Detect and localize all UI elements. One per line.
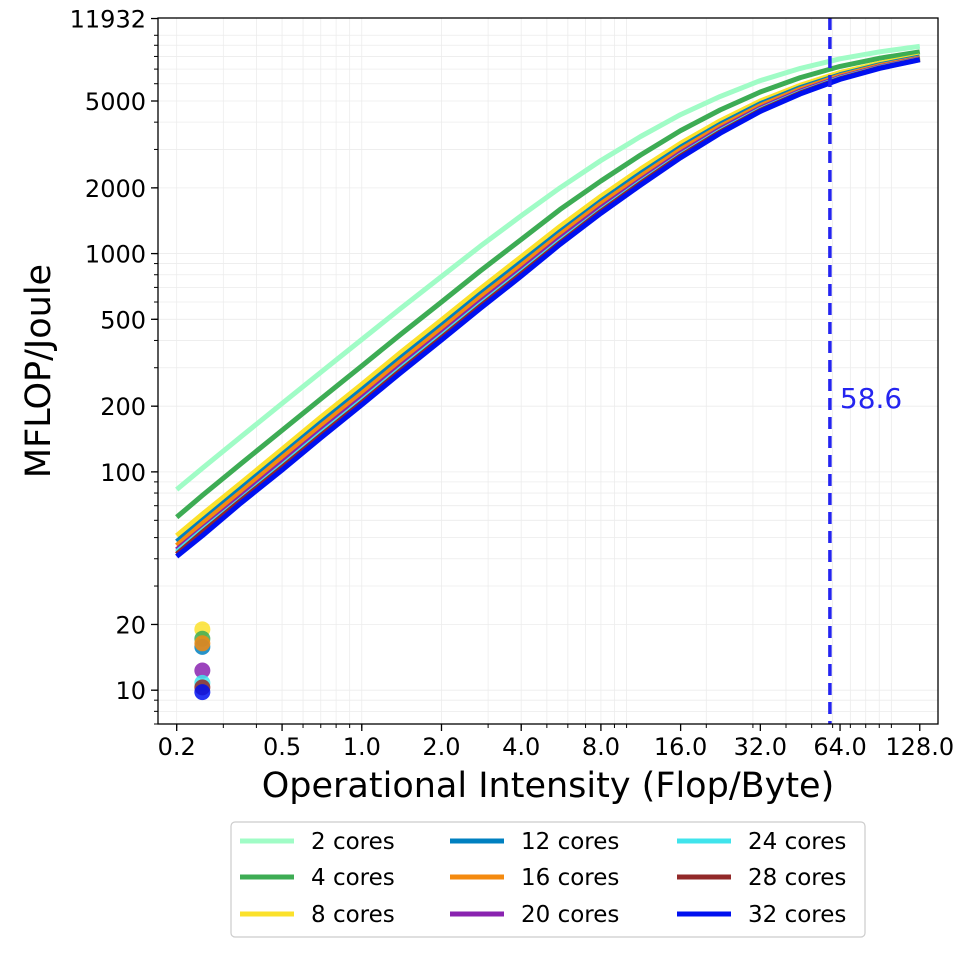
legend-label-2: 4 cores — [311, 865, 395, 891]
y-tick-label: 200 — [100, 393, 146, 421]
legend-label-6: 20 cores — [521, 902, 619, 928]
legend-box — [230, 821, 866, 938]
y-tick-label: 5000 — [85, 88, 146, 116]
x-tick-label: 64.0 — [813, 733, 866, 761]
y-tick-label: 100 — [100, 459, 146, 487]
scatter-point-5 — [194, 662, 211, 679]
x-tick-label: 128.0 — [885, 733, 954, 761]
y-axis-title: MFLOP/Joule — [19, 264, 59, 478]
legend-label-8: 28 cores — [748, 865, 846, 891]
legend: 2 cores 4 cores 8 cores 12 cores 16 cores 20 … — [230, 821, 866, 938]
scatter-point-8 — [194, 684, 211, 701]
y-axis: 10 20 100 200 500 1000 2000 5000 11932 — [70, 6, 158, 725]
legend-label-4: 12 cores — [521, 829, 619, 855]
legend-label-5: 16 cores — [521, 865, 619, 891]
x-tick-label: 1.0 — [343, 733, 381, 761]
y-tick-label: 500 — [100, 306, 146, 334]
series-line-7 — [175, 56, 921, 554]
series-line-4 — [175, 54, 921, 544]
x-tick-label: 16.0 — [654, 733, 707, 761]
scatter-layer — [194, 621, 211, 701]
x-tick-label: 0.2 — [158, 733, 196, 761]
series-line-9 — [175, 57, 921, 559]
y-tick-label: 11932 — [70, 6, 146, 34]
legend-label-9: 32 cores — [748, 902, 846, 928]
legend-label-1: 2 cores — [311, 829, 395, 855]
x-tick-label: 2.0 — [422, 733, 460, 761]
x-tick-label: 32.0 — [734, 733, 787, 761]
x-tick-label: 8.0 — [582, 733, 620, 761]
ridge-point-label: 58.6 — [840, 382, 902, 415]
y-tick-label: 20 — [115, 611, 146, 639]
scatter-point-4 — [194, 635, 211, 652]
series-line-6 — [175, 56, 921, 552]
vline-layer: 58.6 — [828, 18, 902, 724]
legend-label-7: 24 cores — [748, 829, 846, 855]
x-axis: 0.2 0.5 1.0 2.0 4.0 8.0 16.0 32.0 64.0 128.0 — [158, 724, 954, 761]
y-tick-label: 10 — [115, 677, 146, 705]
plot-frame — [157, 17, 939, 725]
x-tick-label: 0.5 — [263, 733, 301, 761]
x-axis-title: Operational Intensity (Flop/Byte) — [262, 766, 835, 806]
series-line-8 — [175, 57, 921, 556]
series-line-2 — [175, 49, 921, 520]
series-layer — [175, 43, 921, 559]
y-tick-label: 1000 — [85, 241, 146, 269]
x-tick-label: 4.0 — [502, 733, 540, 761]
series-line-1 — [175, 43, 921, 492]
grid-layer — [158, 18, 938, 725]
y-tick-label: 2000 — [85, 175, 146, 203]
legend-label-3: 8 cores — [311, 902, 395, 928]
